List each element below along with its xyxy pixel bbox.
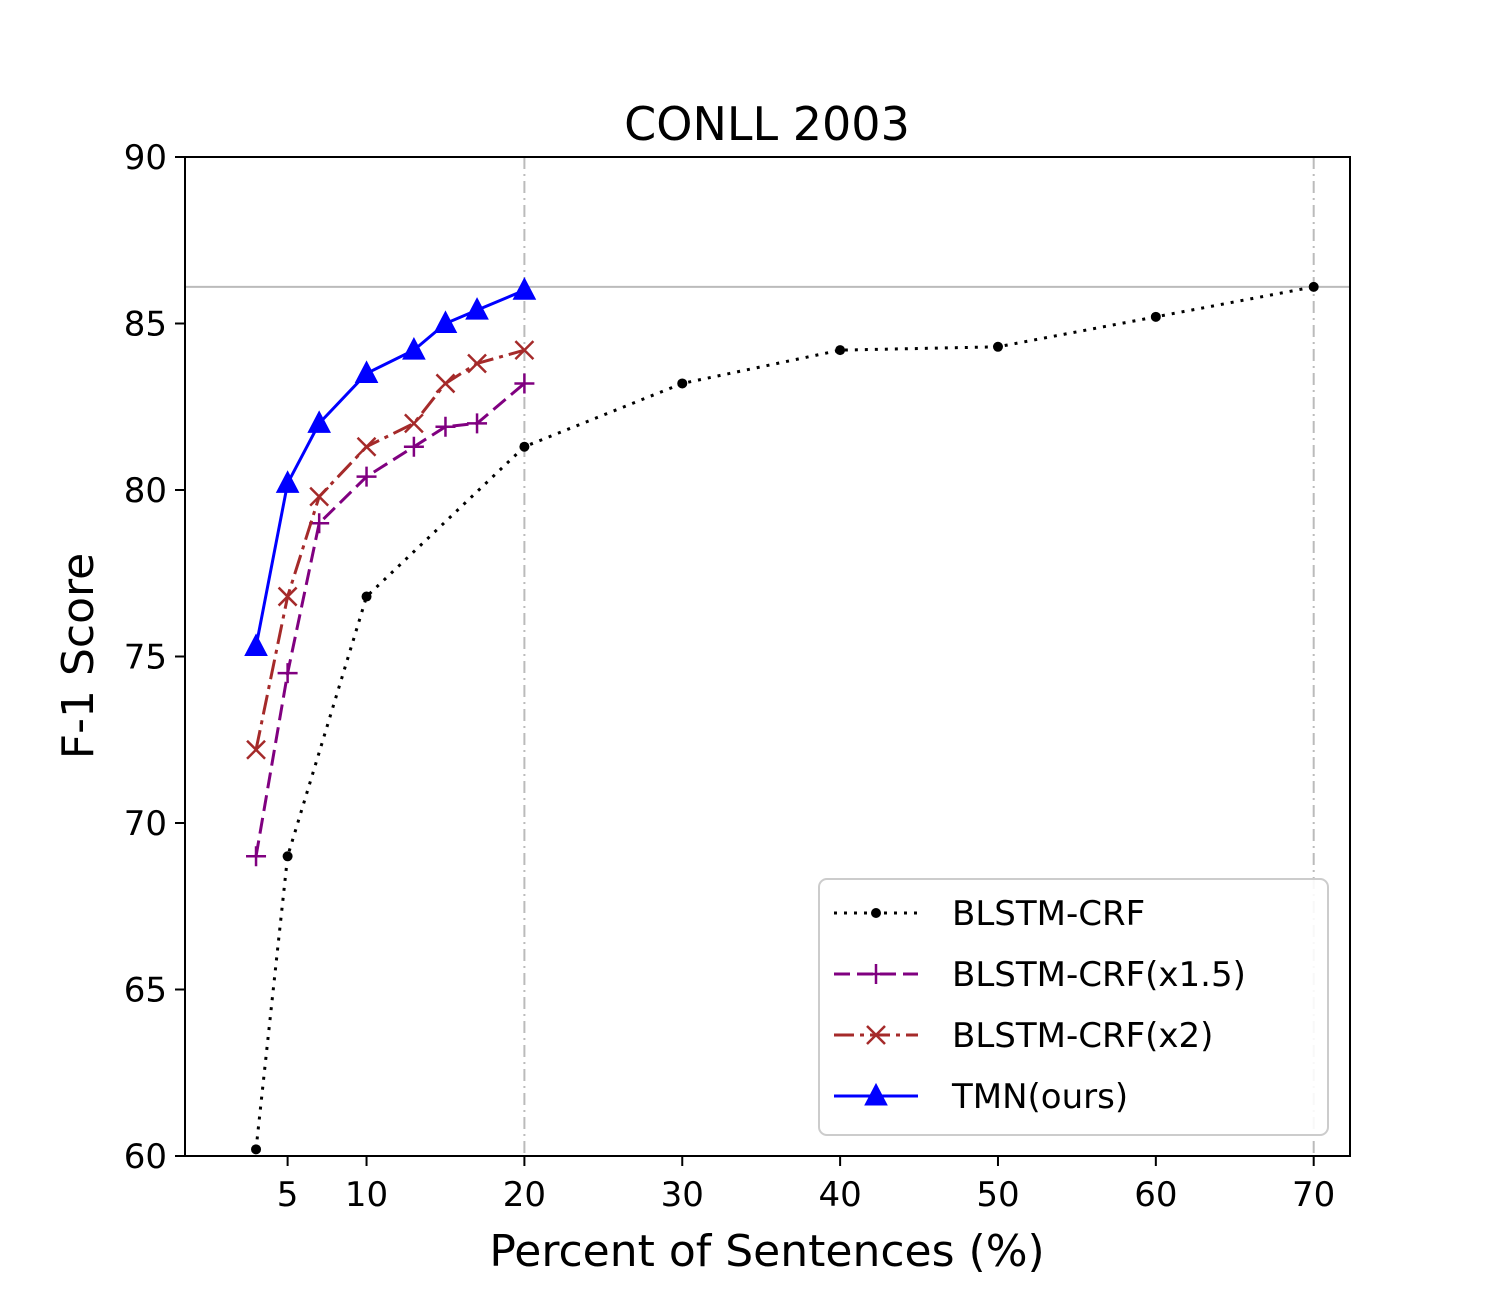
x-tick-label: 50 (976, 1175, 1019, 1215)
y-axis-ticks: 60 65 70 75 80 85 90 (124, 138, 185, 1177)
data-point (992, 341, 1003, 352)
data-point (1150, 311, 1161, 322)
data-point (402, 337, 426, 360)
data-point (307, 410, 332, 433)
data-point (435, 373, 456, 394)
data-point (309, 486, 330, 507)
x-axis-label: Percent of Sentences (%) (489, 1226, 1044, 1277)
y-tick-label: 75 (124, 638, 167, 678)
y-tick-label: 80 (124, 471, 167, 511)
data-point (309, 513, 330, 534)
y-tick-label: 90 (124, 138, 167, 178)
legend-box (818, 878, 1329, 1136)
legend: BLSTM-CRF BLSTM-CRF(x1.5) BLSTM-CRF(x2) TMN… (818, 878, 1329, 1136)
data-point (677, 378, 688, 389)
data-point (467, 353, 487, 374)
data-point (435, 416, 456, 437)
y-axis-label: F-1 Score (53, 553, 104, 759)
y-tick-label: 85 (124, 305, 167, 345)
x-tick-label: 20 (503, 1175, 546, 1215)
data-point (356, 466, 377, 487)
data-point (866, 1025, 886, 1045)
x-tick-label: 10 (345, 1175, 388, 1215)
chart-title: CONLL 2003 (624, 97, 910, 151)
data-point (356, 436, 377, 457)
x-tick-label: 40 (818, 1175, 861, 1215)
series-line (254, 285, 1314, 1150)
data-point (871, 908, 881, 918)
data-point (403, 436, 424, 457)
series-blstm-crf-x1-5- (246, 373, 535, 867)
reference-lines (185, 157, 1350, 1156)
data-point (404, 413, 424, 434)
data-point (246, 846, 267, 867)
data-point (514, 340, 535, 361)
legend-label: BLSTM-CRF (952, 894, 1145, 934)
series-tmn-ours- (244, 277, 537, 657)
legend-item: BLSTM-CRF (834, 894, 1145, 934)
series-line (254, 348, 525, 751)
data-point (467, 413, 488, 434)
data-point (512, 277, 537, 300)
series-line (254, 382, 526, 857)
x-tick-label: 30 (661, 1175, 704, 1215)
data-point (251, 1144, 262, 1155)
x-axis-ticks: 5 10 20 30 40 50 60 70 (277, 1156, 1335, 1215)
data-point (514, 373, 535, 394)
series-blstm-crf (251, 281, 1319, 1155)
legend-label: BLSTM-CRF(x1.5) (952, 955, 1246, 995)
data-point (864, 1082, 888, 1106)
y-tick-label: 65 (124, 971, 167, 1011)
data-point (1308, 281, 1319, 292)
legend-label: TMN(ours) (951, 1077, 1128, 1117)
data-point (433, 310, 458, 333)
plot-series (244, 277, 1319, 1155)
series-line (254, 288, 525, 647)
data-point (244, 633, 268, 657)
x-tick-label: 60 (1134, 1175, 1177, 1215)
data-point (866, 964, 886, 984)
legend-item: TMN(ours) (834, 1077, 1128, 1117)
data-point (354, 360, 379, 383)
x-tick-label: 5 (277, 1175, 299, 1215)
data-point (277, 663, 298, 684)
legend-item: BLSTM-CRF(x2) (834, 1016, 1213, 1056)
data-point (361, 591, 372, 602)
x-tick-label: 70 (1292, 1175, 1335, 1215)
series-blstm-crf-x2- (246, 340, 535, 760)
y-tick-label: 70 (124, 804, 167, 844)
data-point (275, 470, 300, 493)
legend-item: BLSTM-CRF(x1.5) (834, 955, 1246, 995)
data-point (835, 345, 846, 356)
data-point (246, 739, 266, 760)
data-point (277, 586, 298, 607)
data-point (282, 851, 293, 862)
data-point (519, 441, 530, 452)
data-point (465, 297, 489, 320)
legend-label: BLSTM-CRF(x2) (952, 1016, 1213, 1056)
y-tick-label: 60 (124, 1137, 167, 1177)
